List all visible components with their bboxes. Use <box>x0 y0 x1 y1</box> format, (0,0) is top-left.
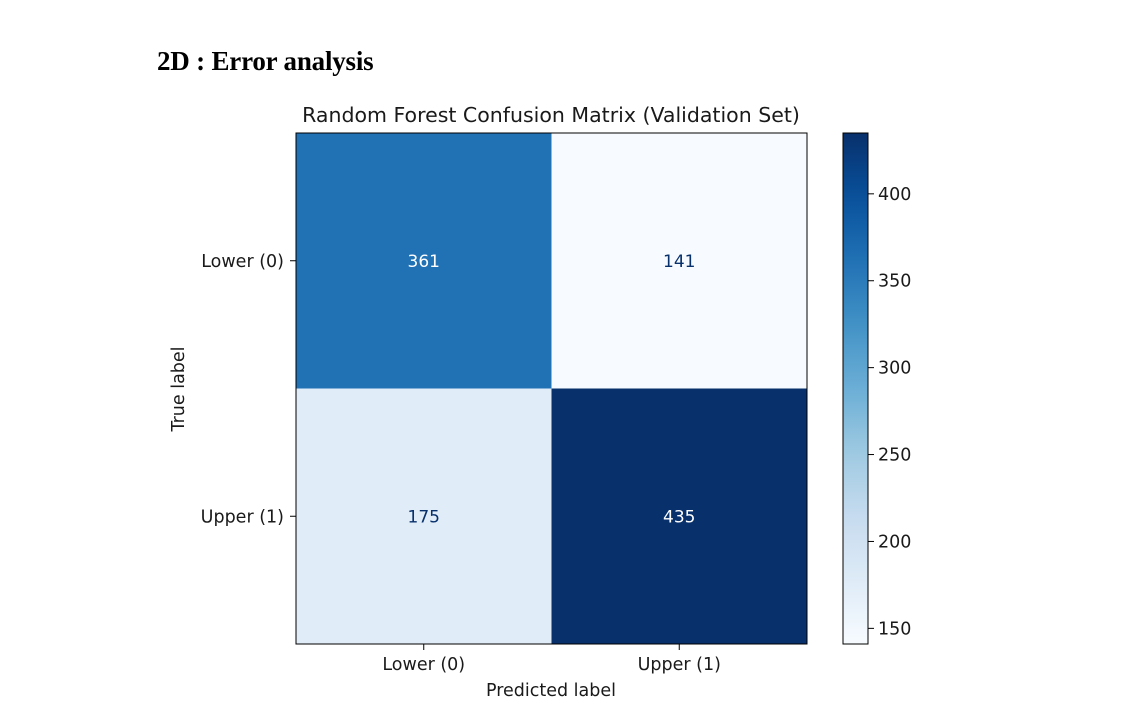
colorbar-ticks: 150 200 250 300 350 400 <box>868 185 911 639</box>
x-axis-ticks: Lower (0) Upper (1) <box>382 644 721 675</box>
y-axis-ticks: Lower (0) Upper (1) <box>201 252 296 527</box>
cell-value-label: 435 <box>663 507 695 527</box>
y-axis-label: True label <box>169 346 189 432</box>
colorbar-tick-label: 400 <box>878 185 911 205</box>
matrix-cell <box>296 133 552 389</box>
matrix-cells: 361 141 175 435 <box>296 133 807 644</box>
colorbar-tick-label: 250 <box>878 446 911 466</box>
colorbar-tick-label: 200 <box>878 532 911 552</box>
cell-value-label: 175 <box>408 507 440 527</box>
cell-value-label: 361 <box>408 252 440 272</box>
y-tick-label: Lower (0) <box>201 252 284 272</box>
x-tick-label: Lower (0) <box>382 655 465 675</box>
colorbar <box>842 132 869 645</box>
y-tick-label: Upper (1) <box>201 507 284 527</box>
colorbar-tick-label: 350 <box>878 272 911 292</box>
chart-title: Random Forest Confusion Matrix (Validati… <box>302 103 800 127</box>
x-axis-label: Predicted label <box>486 681 616 701</box>
matrix-cell <box>551 388 807 644</box>
colorbar-tick-label: 150 <box>878 619 911 639</box>
section-heading: 2D : Error analysis <box>157 46 374 76</box>
matrix-cell <box>296 388 552 644</box>
colorbar-tick-label: 300 <box>878 359 911 379</box>
matrix-cell <box>551 133 807 389</box>
cell-value-label: 141 <box>663 252 695 272</box>
x-tick-label: Upper (1) <box>638 655 721 675</box>
plot-frame <box>295 132 808 645</box>
